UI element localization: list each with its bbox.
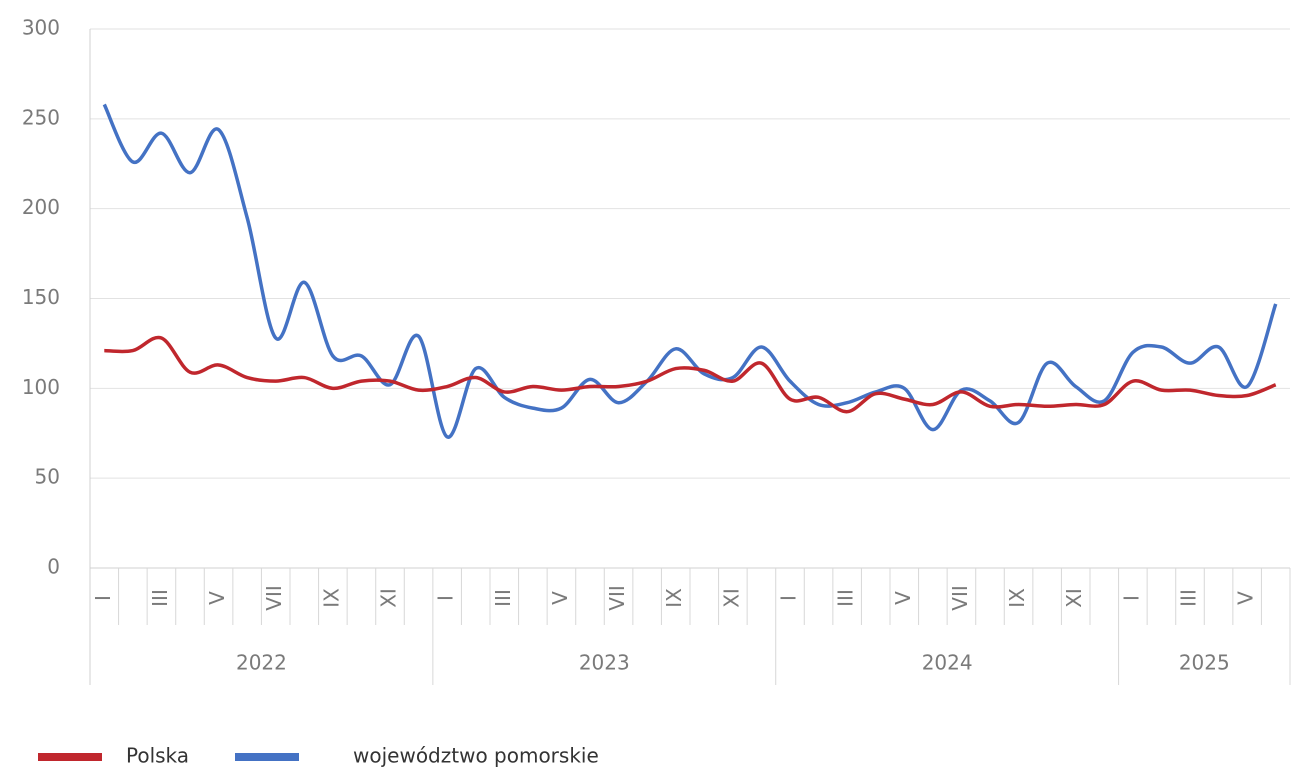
year-label: 2022 xyxy=(236,651,287,675)
x-tick-label: XI xyxy=(377,588,401,608)
x-tick-label: IX xyxy=(319,588,343,608)
y-tick-label: 50 xyxy=(35,465,60,489)
y-tick-label: 200 xyxy=(22,195,60,219)
x-tick-label: I xyxy=(777,595,801,601)
x-tick-label: V xyxy=(891,591,915,605)
x-tick-label: III xyxy=(1177,589,1201,607)
x-tick-label: I xyxy=(434,595,458,601)
legend-label: Polska xyxy=(126,744,189,768)
year-label: 2023 xyxy=(579,651,630,675)
x-tick-label: I xyxy=(91,595,115,601)
x-tick-label: III xyxy=(834,589,858,607)
x-tick-label: I xyxy=(1119,595,1143,601)
year-label: 2024 xyxy=(922,651,973,675)
x-tick-label: XI xyxy=(1062,588,1086,608)
x-tick-label: III xyxy=(148,589,172,607)
year-label: 2025 xyxy=(1179,651,1230,675)
y-tick-label: 250 xyxy=(22,105,60,129)
x-tick-label: IX xyxy=(1005,588,1029,608)
x-tick-label: V xyxy=(548,591,572,605)
x-tick-label: V xyxy=(1234,591,1258,605)
y-tick-label: 300 xyxy=(22,16,60,40)
x-tick-label: III xyxy=(491,589,515,607)
x-tick-label: VII xyxy=(262,585,286,610)
x-tick-label: IX xyxy=(662,588,686,608)
x-tick-label: XI xyxy=(719,588,743,608)
y-tick-label: 100 xyxy=(22,375,60,399)
series-line xyxy=(102,103,1278,439)
x-tick-label: V xyxy=(205,591,229,605)
series-line xyxy=(104,335,1277,414)
legend-label: województwo pomorskie xyxy=(353,744,599,768)
y-tick-label: 0 xyxy=(47,555,60,579)
y-tick-label: 150 xyxy=(22,285,60,309)
x-tick-label: VII xyxy=(605,585,629,610)
x-tick-label: VII xyxy=(948,585,972,610)
